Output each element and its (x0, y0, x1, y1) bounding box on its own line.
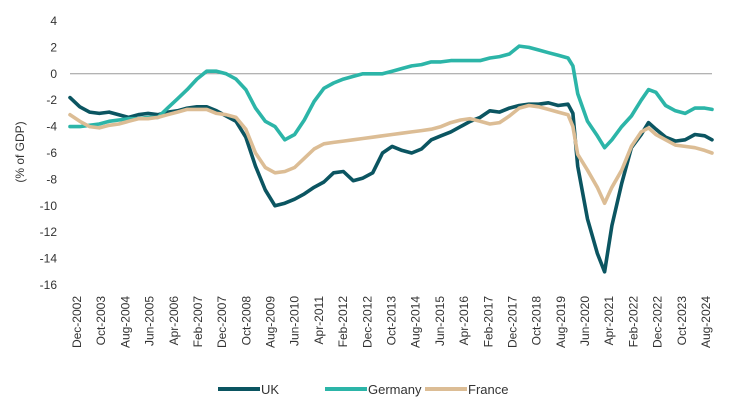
y-axis-label-group: (% of GDP) (13, 121, 27, 182)
y-axis-label: (% of GDP) (13, 121, 27, 182)
y-tick-label: 0 (50, 67, 57, 81)
x-tick-label: Jun-2005 (143, 296, 157, 346)
x-tick-label: Dec-2012 (360, 296, 374, 348)
series-line-germany (68, 44, 714, 150)
x-tick-label: Jun-2015 (433, 296, 447, 346)
x-tick-label: Apr-2016 (457, 296, 471, 346)
legend-label-france: France (468, 382, 508, 397)
x-tick-label: Dec-2002 (70, 296, 84, 348)
y-tick-label: -2 (46, 93, 57, 107)
y-tick-label: -10 (40, 199, 58, 213)
x-tick-label: Aug-2004 (118, 296, 132, 348)
x-tick-label: Jun-2010 (288, 296, 302, 346)
x-tick-labels: Dec-2002 Oct-2003 Aug-2004 Jun-2005 Apr-2006… (70, 296, 713, 348)
y-tick-label: -6 (46, 146, 57, 160)
x-tick-label: Oct-2023 (675, 296, 689, 346)
series-lines (68, 44, 714, 274)
x-tick-label: Aug-2014 (409, 296, 423, 348)
x-tick-label: Oct-2008 (239, 296, 253, 346)
y-tick-label: 2 (50, 40, 57, 54)
x-tick-label: Aug-2019 (554, 296, 568, 348)
x-tick-label: Aug-2024 (699, 296, 713, 348)
x-tick-label: Aug-2009 (264, 296, 278, 348)
y-tick-label: -4 (46, 120, 57, 134)
x-tick-label: Oct-2003 (94, 296, 108, 346)
x-tick-label: Oct-2013 (385, 296, 399, 346)
legend: UK Germany France (218, 382, 508, 397)
series-line-france (68, 103, 714, 205)
x-tick-label: Feb-2007 (191, 296, 205, 348)
y-tick-label: -14 (40, 252, 58, 266)
x-tick-label: Feb-2022 (626, 296, 640, 348)
y-tick-labels: 4 2 0 -2 -4 -6 -8 -10 -12 -14 -16 (40, 14, 58, 292)
y-tick-label: -12 (40, 225, 58, 239)
x-tick-label: Dec-2017 (506, 296, 520, 348)
x-tick-label: Apr-2006 (167, 296, 181, 346)
x-tick-label: Feb-2017 (481, 296, 495, 348)
x-tick-label: Feb-2012 (336, 296, 350, 348)
y-tick-label: -8 (46, 172, 57, 186)
legend-label-germany: Germany (368, 382, 422, 397)
x-tick-label: Jun-2020 (578, 296, 592, 346)
y-tick-label: 4 (50, 14, 57, 28)
legend-label-uk: UK (261, 382, 279, 397)
x-tick-label: Oct-2018 (530, 296, 544, 346)
x-tick-label: Dec-2022 (651, 296, 665, 348)
series-line-uk (68, 95, 714, 274)
x-tick-label: Apr-2021 (602, 296, 616, 346)
x-tick-label: Apr-2011 (312, 296, 326, 345)
y-tick-label: -16 (40, 278, 58, 292)
x-tick-label: Dec-2007 (215, 296, 229, 348)
